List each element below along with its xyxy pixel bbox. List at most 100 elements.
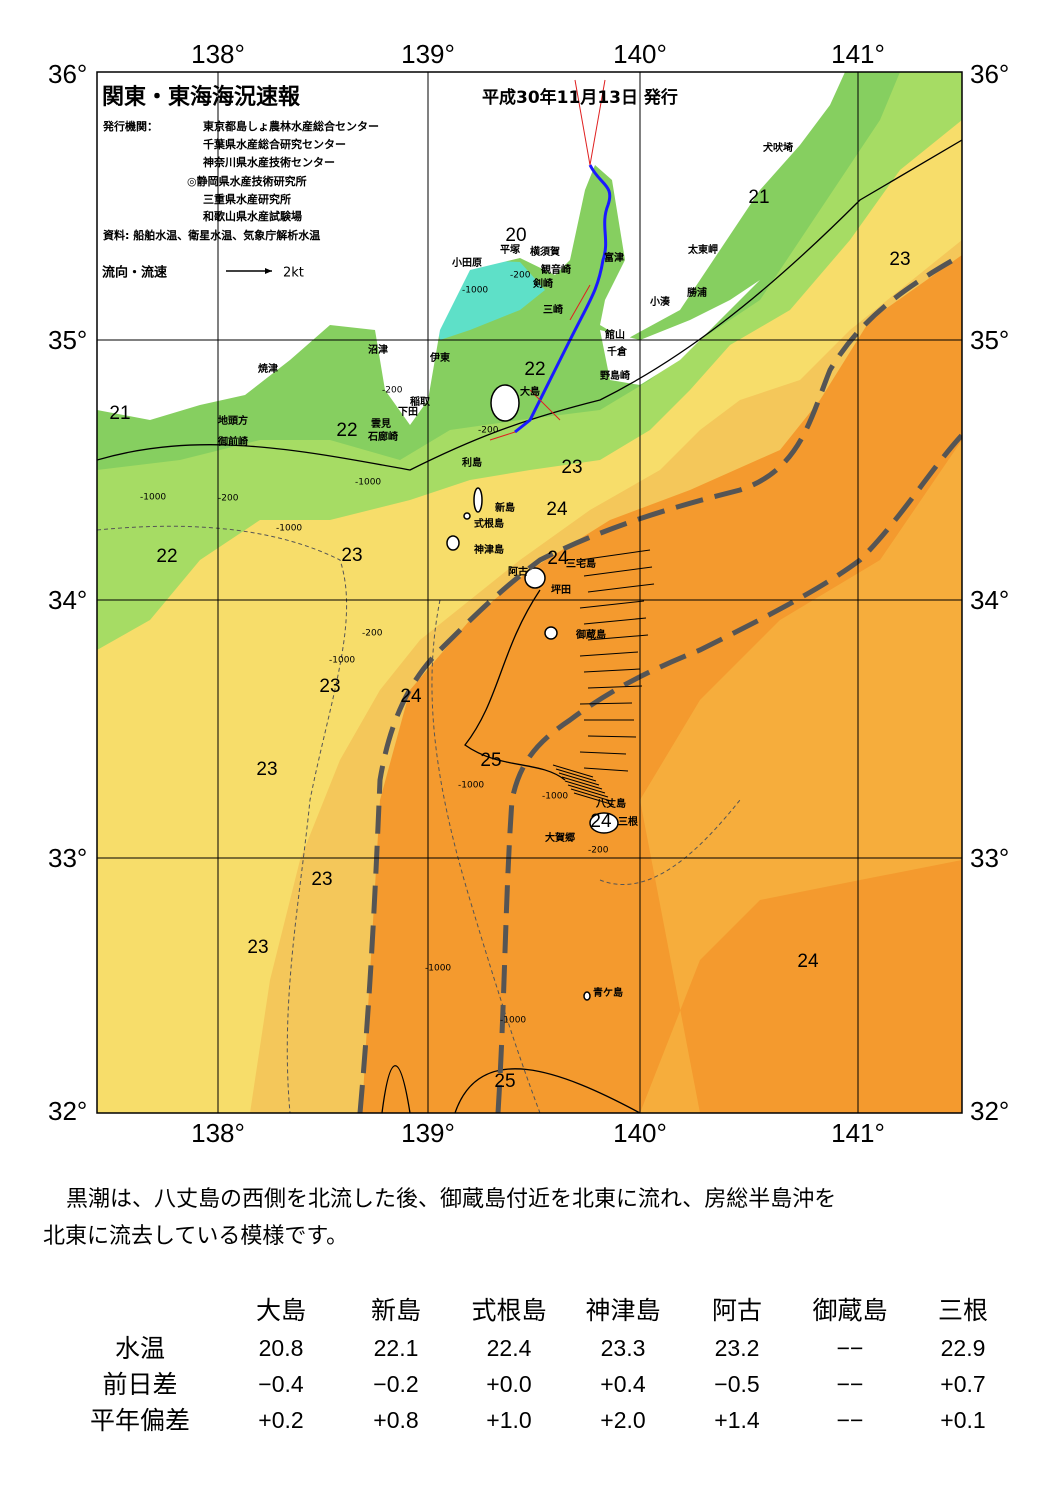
island [544,626,558,640]
place-name: 太東岬 [687,243,718,256]
table-cell: −0.4 [258,1371,304,1397]
column-header: 式根島 [471,1296,546,1325]
depth-label: -200 [588,846,609,856]
place-name: 平塚 [500,243,520,256]
contour [97,139,962,471]
current-arrow [579,651,639,657]
table-cell: 22.9 [941,1335,986,1361]
temperature-label: 24 [546,499,568,520]
ship-vectors [489,79,606,441]
current-arrow [573,792,615,806]
temperature-labels: 20 21 23 21 22 22 23 24 24 22 23 23 24 25 23 24 23 23 24 25 [109,187,910,1092]
depth-label: -200 [478,426,499,436]
depth-label: -1000 [355,478,381,488]
publisher-label: 発行機関： [102,119,158,133]
depth-contour [431,599,541,1113]
current-arrow [583,668,641,673]
place-name: 神津島 [474,543,504,556]
vector [529,389,561,421]
table-cell: +2.0 [600,1407,645,1433]
place-name: 御前崎 [217,435,248,448]
depth-label: -200 [382,386,403,396]
issue-date: 平成30年11月13日 発行 [482,87,678,108]
lat-label: 32° [970,1096,1009,1126]
place-name: 千倉 [607,345,628,358]
row-header: 平年偏差 [90,1406,190,1435]
lat-labels: 36° 35° 34° 33° 32° 36° 35° 34° 33° 32° [48,59,1009,1126]
place-name: 新島 [495,501,515,514]
place-name: 利島 [462,456,482,469]
lon-label: 139° [401,39,455,69]
place-name: 三根 [618,815,638,828]
current-arrow [552,764,594,778]
place-name: 横須賀 [530,245,560,258]
temperature-label: 23 [341,545,362,566]
current-arrows [552,549,655,806]
island [583,991,591,1001]
temperature-label: 23 [247,937,268,958]
lat-label: 36° [48,59,87,89]
depth-contour [599,799,741,885]
row-header: 水温 [115,1334,165,1363]
contours [97,139,962,1113]
lat-label: 35° [48,325,87,355]
current-arrow [583,767,629,772]
map [97,72,962,1113]
table-cell: +0.8 [373,1407,418,1433]
vector [589,79,606,166]
depth-label: -1000 [140,493,166,503]
description: 黒潮は、八丈島の西側を北流した後、御蔵島付近を北東に流れ、房総半島沖を 北東に流… [43,1187,836,1249]
place-name: 阿古 [508,565,528,578]
lon-labels-top: 138° 139° 140° 141° [191,39,885,69]
place-name: 八丈島 [595,797,626,810]
temperature-label: 23 [256,759,277,780]
table-cell: +0.1 [940,1407,985,1433]
table-cell: −− [837,1407,864,1433]
table-cell: −− [837,1335,864,1361]
temperature-label: 24 [547,548,569,569]
lon-label: 138° [191,1118,245,1148]
place-name: 小田原 [451,256,482,269]
place-name: 犬吠埼 [763,141,793,154]
contour [464,589,566,781]
legend-label: 流向・流速 [102,265,167,281]
table-cell: 23.3 [601,1335,646,1361]
current-arrow [558,772,600,786]
place-name: 地頭方 [218,414,248,427]
place-name: 下田 [398,406,418,418]
island [589,812,619,834]
place-name: 野島崎 [600,369,630,382]
island [463,512,471,520]
lat-label: 34° [48,585,87,615]
column-header: 御蔵島 [812,1296,887,1325]
data-source: 資料: 船舶水温、衛星水温、気象庁解析水温 [103,228,320,242]
column-header: 阿古 [712,1296,762,1325]
temperature-label: 23 [889,249,910,270]
row-header: 前日差 [102,1370,177,1399]
table-cell: +1.0 [486,1407,531,1433]
lat-label: 33° [48,843,87,873]
place-name: 伊東 [429,351,450,364]
island [524,567,546,589]
kuroshio-south [495,433,962,1113]
depth-label: -1000 [329,656,355,666]
island [446,535,460,551]
temperature-label: 24 [797,951,819,972]
temperature-label: 21 [748,187,769,208]
temperature-label: 23 [311,869,332,890]
current-arrow [561,776,603,790]
place-name: 三崎 [543,303,563,316]
current-arrow [579,702,633,705]
table-cell: +0.2 [258,1407,303,1433]
depth-label: -200 [510,271,531,281]
contour [381,1065,411,1113]
publisher: 千葉県水産総合研究センター [203,137,346,151]
place-name: 館山 [604,328,625,341]
publisher: 神奈川県水産技術センター [203,155,335,169]
lon-labels-bottom: 138° 139° 140° 141° [191,1118,885,1148]
lon-label: 141° [831,39,885,69]
place-name: 大賀郷 [545,831,575,844]
temperature-label: 23 [319,676,340,697]
place-name: 御蔵島 [575,628,606,641]
